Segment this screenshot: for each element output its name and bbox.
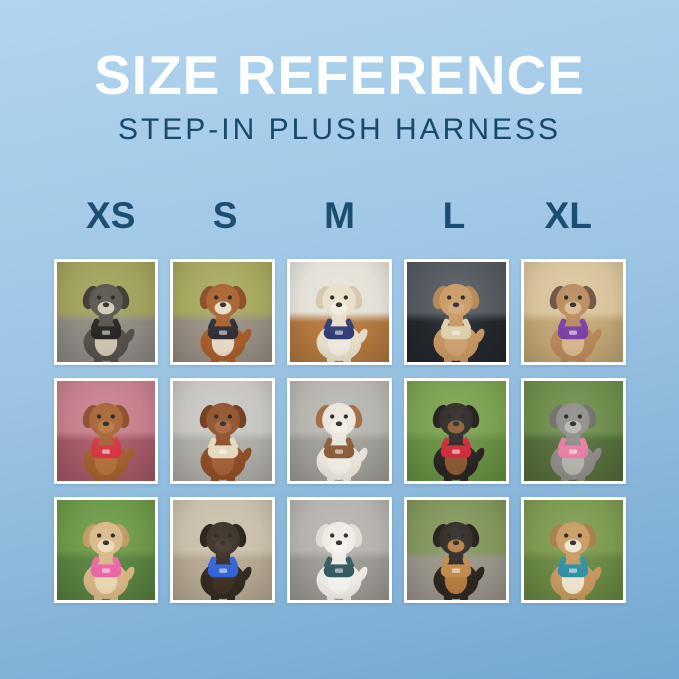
dog-photo (290, 262, 389, 362)
dog-photo (173, 381, 273, 481)
dog-photo (56, 262, 156, 362)
page-title: SIZE REFERENCE (94, 44, 585, 106)
photo-cell-s-row3 (170, 497, 276, 603)
dog-photo (290, 500, 389, 600)
photo-cell-xs-row3 (53, 497, 159, 603)
size-label-l: L (442, 195, 466, 236)
dog-illustration (199, 283, 252, 362)
dog-photo (173, 262, 273, 362)
size-label-s: S (212, 195, 238, 236)
dog-illustration (316, 283, 368, 362)
photo-cell-l-row1 (403, 259, 509, 365)
photo-cell-m-row2 (287, 378, 392, 484)
dog-photo (56, 500, 156, 600)
photo-cell-xs-row2 (53, 378, 159, 484)
dog-illustration (82, 283, 135, 362)
dog-illustration (316, 402, 368, 481)
dog-photo (523, 381, 623, 481)
photo-cell-s-row2 (170, 378, 276, 484)
dog-photo (523, 500, 623, 600)
dog-illustration (199, 521, 252, 600)
photo-cell-xl-row3 (520, 497, 626, 603)
dog-illustration (549, 283, 602, 362)
dog-photo (406, 381, 506, 481)
photo-cell-l-row3 (403, 497, 509, 603)
photo-grid (53, 259, 626, 603)
dog-photo (523, 262, 623, 362)
dog-illustration (433, 521, 485, 600)
size-header-row: XS S M L XL (54, 196, 626, 236)
photo-cell-s-row1 (170, 259, 276, 365)
size-label-xl: XL (544, 195, 592, 236)
size-label-m: M (324, 195, 355, 236)
dog-photo (56, 381, 156, 481)
dog-illustration (433, 283, 485, 362)
photo-cell-xl-row2 (520, 378, 626, 484)
dog-photo (406, 262, 506, 362)
photo-cell-m-row3 (287, 497, 392, 603)
dog-illustration (549, 402, 602, 481)
photo-cell-xl-row1 (520, 259, 626, 365)
dog-illustration (316, 521, 368, 600)
dog-photo (173, 500, 273, 600)
dog-photo (406, 500, 506, 600)
dog-illustration (433, 402, 485, 481)
dog-illustration (82, 402, 135, 481)
dog-photo (290, 381, 389, 481)
photo-cell-m-row1 (287, 259, 392, 365)
dog-illustration (549, 521, 602, 600)
dog-illustration (199, 402, 252, 481)
photo-cell-l-row2 (403, 378, 509, 484)
size-label-xs: XS (86, 195, 136, 236)
page-subtitle: STEP-IN PLUSH HARNESS (117, 113, 562, 146)
dog-illustration (82, 521, 135, 600)
photo-cell-xs-row1 (53, 259, 159, 365)
